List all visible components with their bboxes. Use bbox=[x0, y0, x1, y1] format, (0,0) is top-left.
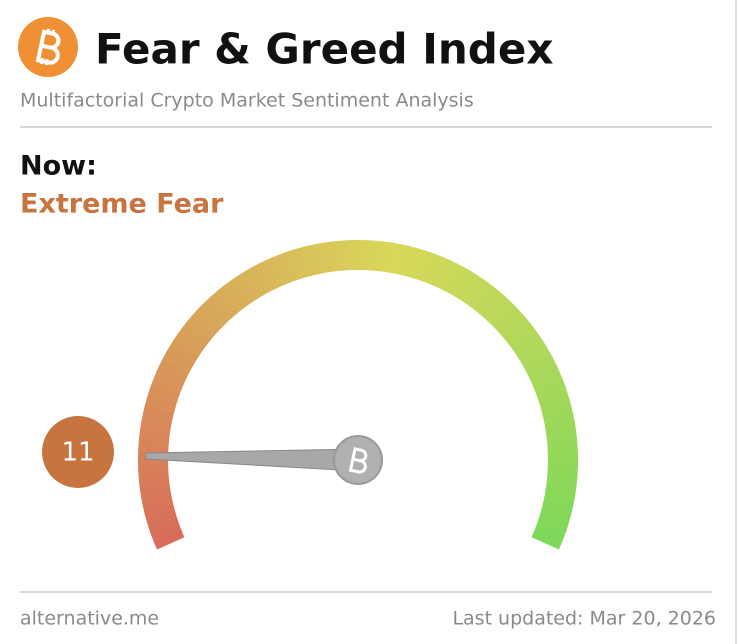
value-badge bbox=[42, 416, 114, 488]
subtitle: Multifactorial Crypto Market Sentiment A… bbox=[20, 90, 474, 112]
hub-logo bbox=[348, 447, 368, 474]
footer-source: alternative.me bbox=[20, 608, 159, 630]
bitcoin-logo bbox=[18, 17, 78, 77]
hub-logo-b bbox=[348, 447, 368, 474]
value-label: 11 bbox=[61, 438, 94, 468]
classification: Extreme Fear bbox=[20, 189, 224, 220]
gauge-arc bbox=[531, 531, 562, 550]
footer-updated: Last updated: Mar 20, 2026 bbox=[452, 608, 716, 630]
gauge: 11 bbox=[42, 239, 578, 550]
now-label: Now: bbox=[20, 151, 97, 182]
title: Fear & Greed Index bbox=[95, 25, 553, 74]
